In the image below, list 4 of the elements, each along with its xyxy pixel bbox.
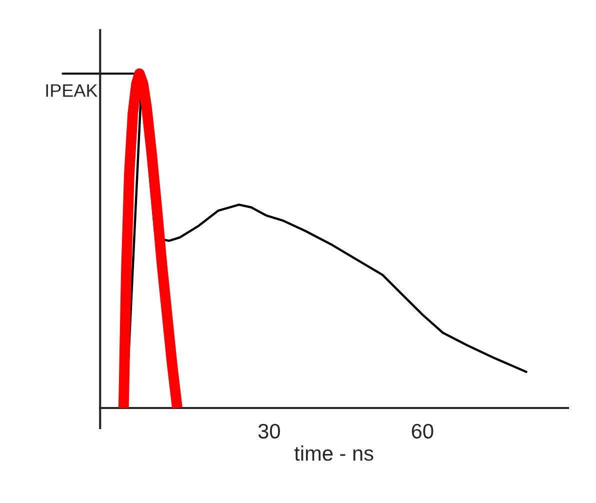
x-tick-label: 30: [258, 424, 280, 439]
ref-line-label: IPEAK: [46, 84, 98, 97]
x-tick-label: 60: [412, 424, 434, 439]
x-axis-title: time - ns: [294, 445, 374, 461]
